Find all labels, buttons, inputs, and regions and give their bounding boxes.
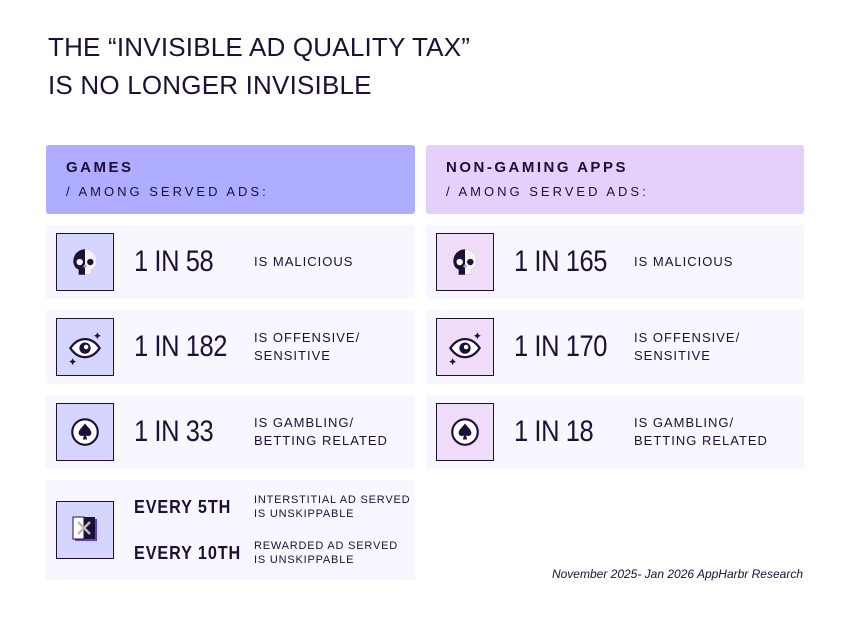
stat-desc-line: SENSITIVE [254, 348, 331, 363]
stat-desc-line: IS OFFENSIVE/ [634, 330, 741, 345]
stat-desc: IS OFFENSIVE/SENSITIVE [634, 329, 740, 365]
stat-desc-line: IS GAMBLING/ [634, 415, 735, 430]
stat-desc: IS GAMBLING/BETTING RELATED [634, 414, 768, 450]
page-title: THE “INVISIBLE AD QUALITY TAX” IS NO LON… [48, 28, 470, 104]
stat-desc-line: IS GAMBLING/ [254, 415, 355, 430]
stat-desc-line: IS UNSKIPPABLE [254, 508, 355, 520]
stat-card-gambling: 1 IN 33 IS GAMBLING/BETTING RELATED [46, 395, 415, 469]
stat-value: 1 IN 18 [514, 415, 594, 448]
stat-desc-line: SENSITIVE [634, 348, 711, 363]
stat-card-unskippable: EVERY 5TH INTERSTITIAL AD SERVED IS UNSKIP… [46, 480, 415, 580]
spade-coin-icon [436, 403, 494, 461]
eye-icon [56, 318, 114, 376]
stat-value: 1 IN 170 [514, 330, 608, 363]
stat-desc: INTERSTITIAL AD SERVED IS UNSKIPPABLE [254, 493, 410, 521]
stat-desc: IS OFFENSIVE/SENSITIVE [254, 329, 360, 365]
unskippable-row: EVERY 5TH INTERSTITIAL AD SERVED IS UNSKIP… [134, 484, 410, 530]
stat-value: EVERY 5TH [134, 496, 232, 517]
skull-icon [56, 233, 114, 291]
games-header: GAMES / AMONG SERVED ADS: [46, 145, 415, 214]
stat-card-offensive: 1 IN 182 IS OFFENSIVE/SENSITIVE [46, 310, 415, 384]
nongaming-header: NON-GAMING APPS / AMONG SERVED ADS: [426, 145, 804, 214]
eye-icon [436, 318, 494, 376]
stat-desc-line: IS MALICIOUS [634, 254, 734, 269]
stat-card-offensive: 1 IN 170 IS OFFENSIVE/SENSITIVE [426, 310, 804, 384]
spade-coin-icon [56, 403, 114, 461]
source-note: November 2025- Jan 2026 AppHarbr Researc… [551, 567, 803, 581]
games-column: GAMES / AMONG SERVED ADS: 1 IN 58 IS MAL… [46, 145, 415, 580]
unskippable-row: EVERY 10TH REWARDED AD SERVED IS UNSKIPPAB… [134, 530, 410, 576]
games-subheading: / AMONG SERVED ADS: [66, 184, 269, 199]
stat-value: EVERY 10TH [134, 542, 242, 563]
stat-value: 1 IN 33 [134, 415, 214, 448]
skull-icon [436, 233, 494, 291]
close-ad-icon [56, 501, 114, 559]
nongaming-subheading: / AMONG SERVED ADS: [446, 184, 649, 199]
stat-card-malicious: 1 IN 165 IS MALICIOUS [426, 225, 804, 299]
stat-desc-line: BETTING RELATED [634, 433, 768, 448]
nongaming-heading: NON-GAMING APPS [446, 159, 628, 176]
title-line-1: THE “INVISIBLE AD QUALITY TAX” [48, 32, 471, 62]
stat-value: 1 IN 182 [134, 330, 228, 363]
stat-value: 1 IN 58 [134, 245, 214, 278]
title-line-2: IS NO LONGER INVISIBLE [48, 70, 372, 100]
stat-desc: IS MALICIOUS [254, 253, 353, 271]
games-heading: GAMES [66, 159, 134, 176]
stat-card-gambling: 1 IN 18 IS GAMBLING/BETTING RELATED [426, 395, 804, 469]
stat-desc: IS GAMBLING/BETTING RELATED [254, 414, 388, 450]
stat-desc-line: INTERSTITIAL AD SERVED [254, 494, 411, 506]
stat-desc-line: IS UNSKIPPABLE [254, 554, 355, 566]
stat-card-malicious: 1 IN 58 IS MALICIOUS [46, 225, 415, 299]
stat-desc-line: IS MALICIOUS [254, 254, 354, 269]
stat-desc-line: REWARDED AD SERVED [254, 540, 398, 552]
stat-value: 1 IN 165 [514, 245, 608, 278]
stat-desc-line: BETTING RELATED [254, 433, 388, 448]
stat-desc-line: IS OFFENSIVE/ [254, 330, 361, 345]
stat-desc: REWARDED AD SERVED IS UNSKIPPABLE [254, 539, 398, 567]
nongaming-column: NON-GAMING APPS / AMONG SERVED ADS: 1 IN… [426, 145, 804, 469]
stat-desc: IS MALICIOUS [634, 253, 733, 271]
